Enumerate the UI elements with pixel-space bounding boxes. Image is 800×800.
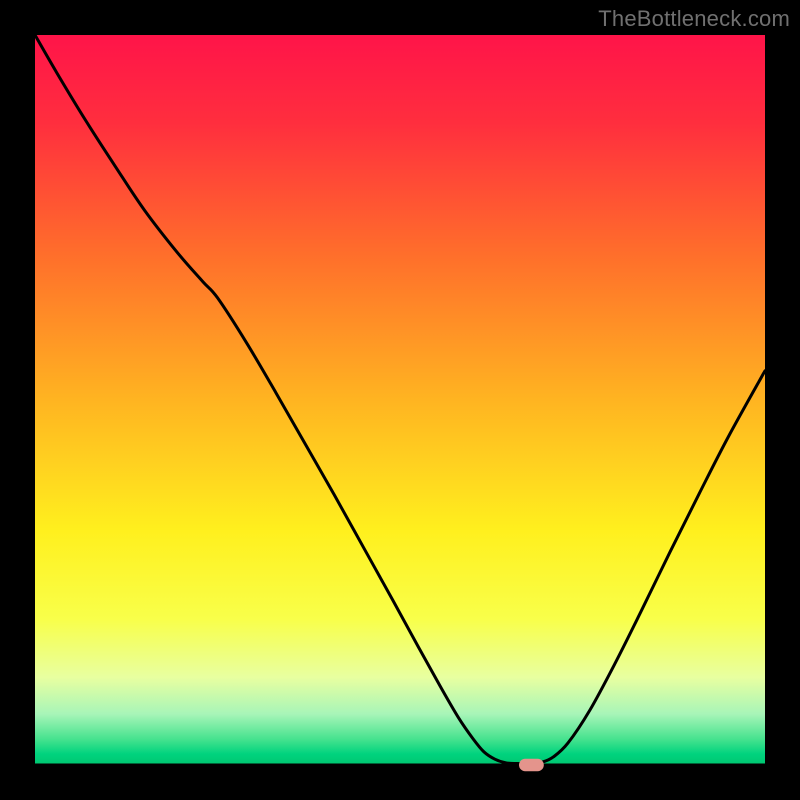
optimal-marker — [519, 759, 544, 771]
chart-container: TheBottleneck.com — [0, 0, 800, 800]
gradient-background — [35, 35, 765, 765]
bottleneck-chart — [0, 0, 800, 800]
